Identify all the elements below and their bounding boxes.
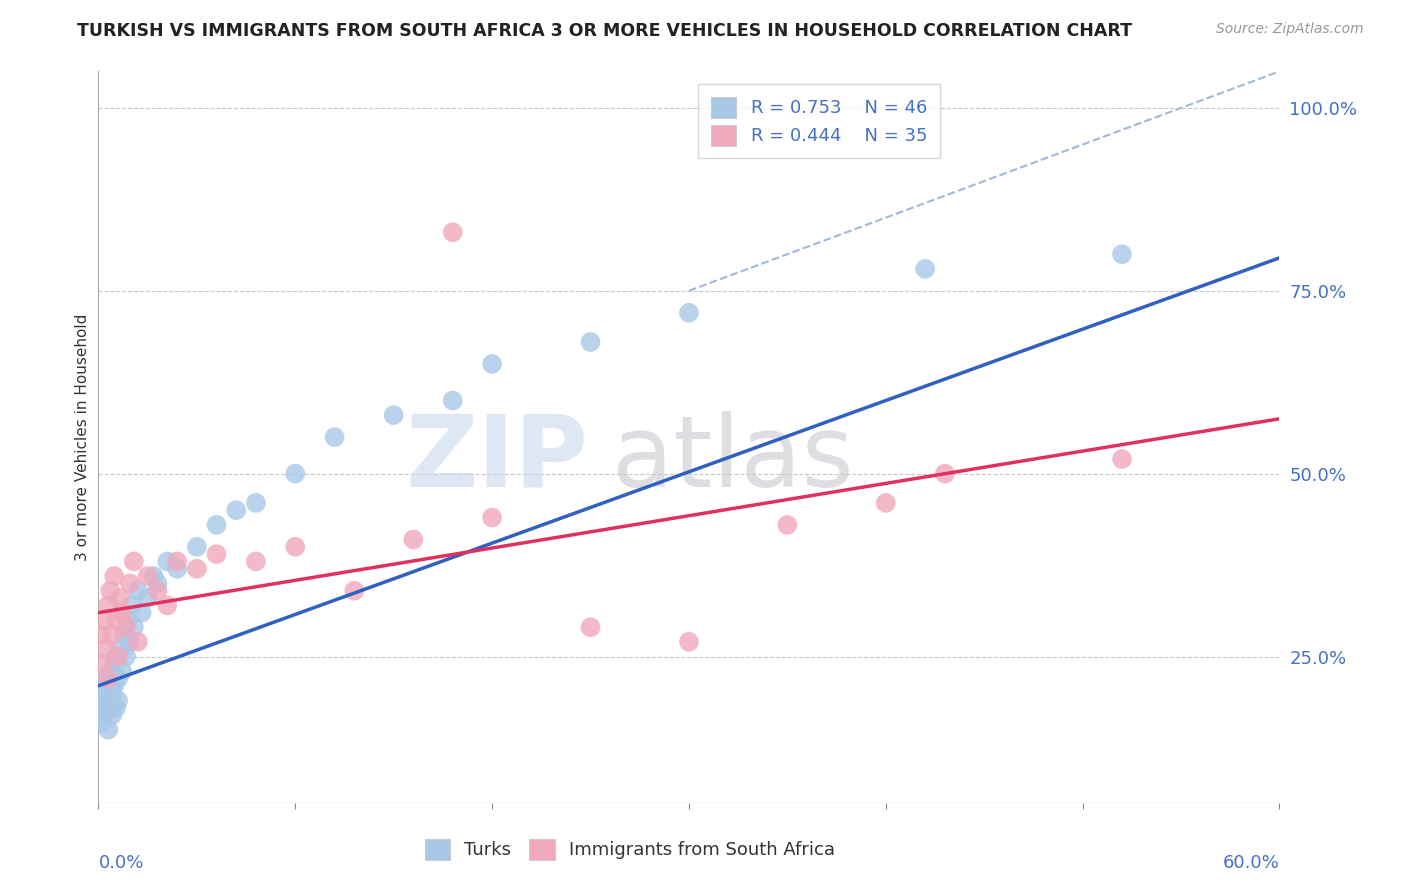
Text: 60.0%: 60.0% <box>1223 854 1279 872</box>
Point <box>97 599 120 613</box>
Point <box>441 225 464 239</box>
Point <box>121 599 143 613</box>
Point <box>156 554 179 568</box>
Text: 0.0%: 0.0% <box>98 854 143 872</box>
Point <box>107 693 129 707</box>
Point <box>776 517 799 532</box>
Point <box>107 672 129 686</box>
Point <box>284 540 307 554</box>
Legend: Turks, Immigrants from South Africa: Turks, Immigrants from South Africa <box>418 831 842 867</box>
Point <box>115 620 138 634</box>
Text: ZIP: ZIP <box>406 410 589 508</box>
Point <box>112 627 135 641</box>
Point <box>101 708 124 723</box>
Point <box>284 467 307 481</box>
Point <box>118 576 141 591</box>
Point <box>245 496 267 510</box>
Point <box>98 583 121 598</box>
Point <box>98 664 121 678</box>
Point <box>225 503 247 517</box>
Point <box>111 664 134 678</box>
Point <box>382 408 405 422</box>
Point <box>96 693 118 707</box>
Point <box>103 657 125 671</box>
Point <box>89 627 111 641</box>
Point <box>91 657 114 671</box>
Point <box>122 620 145 634</box>
Point <box>91 715 114 730</box>
Point <box>166 562 188 576</box>
Point <box>97 679 120 693</box>
Point <box>93 686 115 700</box>
Point <box>127 583 149 598</box>
Point <box>678 635 700 649</box>
Point <box>127 635 149 649</box>
Point <box>122 554 145 568</box>
Point <box>98 700 121 714</box>
Point <box>1111 452 1133 467</box>
Point <box>108 591 131 605</box>
Point <box>205 517 228 532</box>
Point <box>1111 247 1133 261</box>
Point <box>117 613 139 627</box>
Point <box>166 554 188 568</box>
Point <box>245 554 267 568</box>
Point <box>186 562 208 576</box>
Point <box>323 430 346 444</box>
Point <box>105 649 128 664</box>
Point <box>105 700 128 714</box>
Point <box>186 540 208 554</box>
Point <box>108 642 131 657</box>
Point <box>136 591 159 605</box>
Point <box>111 606 134 620</box>
Y-axis label: 3 or more Vehicles in Household: 3 or more Vehicles in Household <box>75 313 90 561</box>
Point <box>678 306 700 320</box>
Text: TURKISH VS IMMIGRANTS FROM SOUTH AFRICA 3 OR MORE VEHICLES IN HOUSEHOLD CORRELAT: TURKISH VS IMMIGRANTS FROM SOUTH AFRICA … <box>77 22 1132 40</box>
Point <box>146 583 169 598</box>
Point <box>97 723 120 737</box>
Point <box>875 496 897 510</box>
Point <box>105 613 128 627</box>
Point <box>481 357 503 371</box>
Point <box>481 510 503 524</box>
Point <box>97 672 120 686</box>
Point <box>146 576 169 591</box>
Point <box>93 613 115 627</box>
Point <box>118 635 141 649</box>
Point <box>136 569 159 583</box>
Point <box>103 679 125 693</box>
Point <box>96 672 118 686</box>
Point <box>101 686 124 700</box>
Point <box>115 649 138 664</box>
Point <box>89 700 111 714</box>
Point <box>914 261 936 276</box>
Point <box>156 599 179 613</box>
Point <box>101 627 124 641</box>
Point <box>579 620 602 634</box>
Point <box>142 569 165 583</box>
Point <box>103 569 125 583</box>
Point <box>205 547 228 561</box>
Point <box>402 533 425 547</box>
Point <box>441 393 464 408</box>
Point <box>93 708 115 723</box>
Point <box>934 467 956 481</box>
Point <box>107 649 129 664</box>
Point <box>131 606 153 620</box>
Text: atlas: atlas <box>612 410 853 508</box>
Point <box>96 642 118 657</box>
Point <box>343 583 366 598</box>
Point <box>579 334 602 349</box>
Text: Source: ZipAtlas.com: Source: ZipAtlas.com <box>1216 22 1364 37</box>
